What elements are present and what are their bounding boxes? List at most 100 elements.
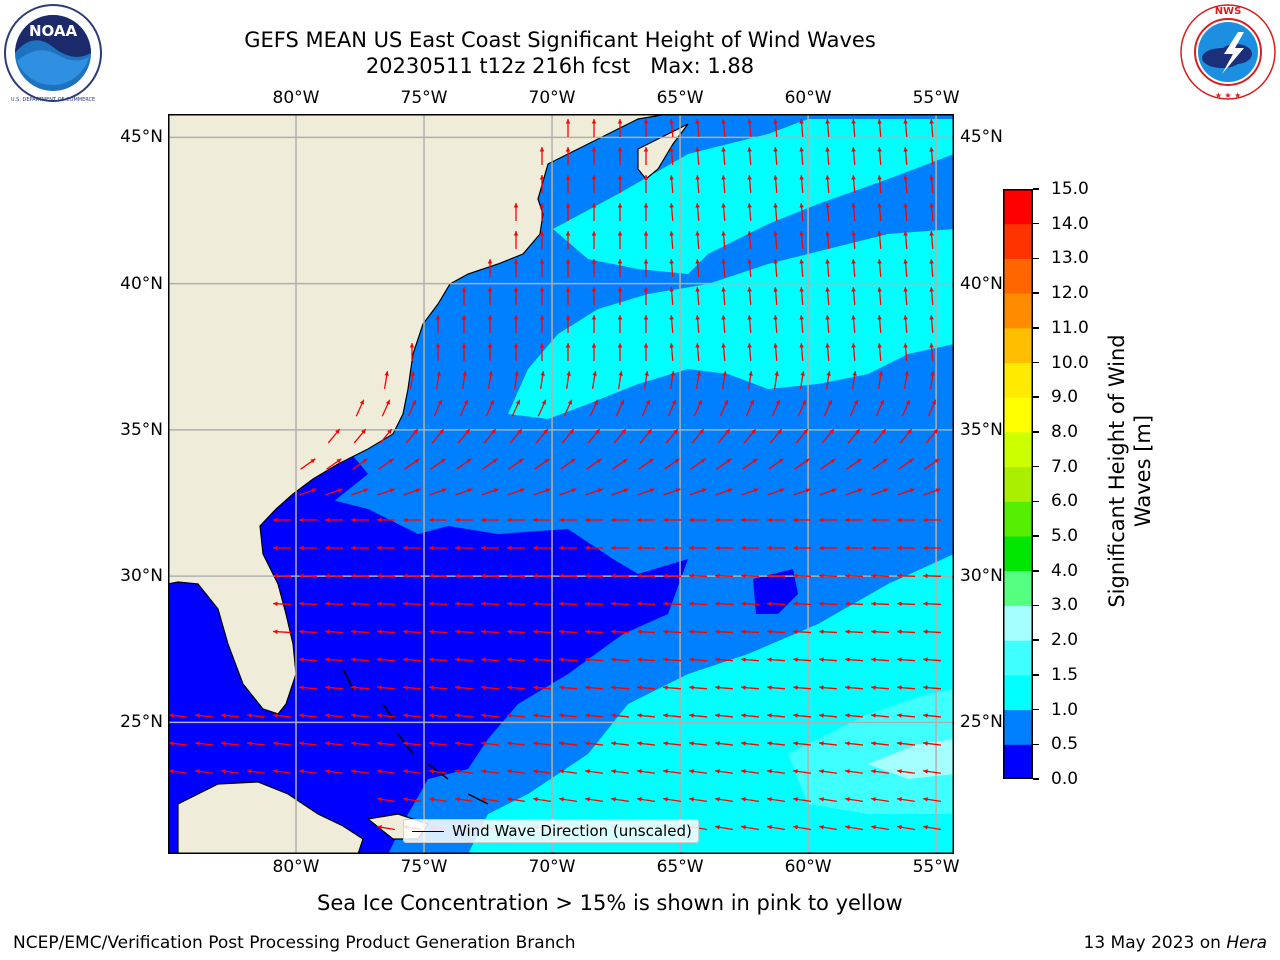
wave-direction-arrow [565, 203, 571, 221]
wave-direction-arrow [533, 797, 551, 802]
wave-direction-arrow [740, 573, 760, 579]
wave-direction-arrow [612, 458, 628, 470]
wave-direction-arrow [409, 343, 415, 361]
wave-direction-arrow [870, 769, 890, 774]
wave-direction-arrow [480, 769, 500, 774]
wave-direction-arrow [643, 147, 649, 165]
wave-zone-2-3m [868, 739, 954, 779]
wave-direction-arrow [851, 286, 856, 306]
colorbar-tick [1033, 292, 1039, 294]
wave-direction-arrow [534, 458, 550, 470]
wave-height-map[interactable] [168, 114, 954, 854]
wave-direction-arrow [298, 573, 318, 579]
wave-direction-arrow [851, 202, 856, 222]
wave-direction-arrow [896, 601, 916, 607]
wave-direction-arrow [558, 769, 578, 774]
colorbar-tick [1033, 674, 1039, 676]
colorbar-tick [1033, 465, 1039, 468]
wave-direction-arrow [428, 769, 448, 774]
wave-direction-arrow [740, 517, 760, 523]
wave-direction-arrow [563, 399, 573, 417]
latitude-label-right: 25°N [960, 712, 1003, 733]
wave-direction-arrow [508, 458, 524, 470]
wave-direction-arrow [669, 371, 675, 389]
map-panel[interactable] [168, 114, 954, 854]
title-line-1: GEFS MEAN US East Coast Significant Heig… [244, 28, 876, 52]
wave-direction-arrow [688, 741, 708, 746]
wave-direction-arrow [610, 741, 630, 746]
wave-direction-arrow [636, 601, 656, 607]
colorbar-tick [1033, 396, 1039, 398]
wave-direction-arrow [532, 713, 552, 718]
colorbar-tick [1033, 743, 1039, 746]
wave-direction-arrow [844, 685, 864, 690]
colorbar-swatch [1003, 536, 1033, 572]
wave-direction-arrow [714, 545, 734, 551]
cuba-land [177, 781, 364, 854]
longitude-label-top: 60°W [784, 88, 832, 108]
colorbar-swatch [1003, 189, 1033, 225]
wave-direction-arrow [454, 629, 474, 634]
wave-direction-arrow [482, 458, 498, 470]
wave-direction-arrow [821, 428, 835, 444]
colorbar-tick-label: 11.0 [1051, 317, 1089, 338]
wave-direction-arrow [617, 147, 623, 165]
colorbar-tick [1033, 222, 1039, 225]
wave-direction-arrow [740, 769, 760, 774]
wave-direction-arrow [272, 517, 292, 523]
wave-direction-arrow [584, 657, 604, 662]
wave-direction-arrow [792, 741, 812, 746]
wave-direction-arrow [428, 741, 448, 746]
wave-direction-arrow [903, 118, 908, 138]
wave-direction-arrow [454, 741, 474, 746]
wave-direction-arrow [591, 147, 597, 165]
wave-direction-arrow [667, 399, 677, 417]
lat-lon-grid [168, 114, 954, 854]
wave-direction-arrow [376, 629, 396, 634]
wave-direction-arrow [741, 488, 759, 496]
wave-direction-arrow [350, 545, 370, 551]
wave-direction-arrow [539, 259, 545, 277]
wave-direction-arrow [610, 629, 630, 634]
wave-direction-arrow [773, 258, 778, 278]
wave-direction-arrow [851, 118, 856, 138]
wave-direction-arrow [513, 231, 519, 249]
wave-direction-arrow [747, 174, 752, 194]
wave-direction-arrow [766, 741, 786, 746]
wave-direction-arrow [532, 657, 552, 662]
colorbar-tick-label: 1.5 [1051, 664, 1079, 685]
wave-direction-arrow [402, 741, 422, 746]
wave-direction-arrow [792, 685, 812, 690]
wave-direction-arrow [929, 258, 934, 278]
wave-direction-arrow [560, 458, 576, 470]
wave-direction-arrow [487, 259, 493, 277]
wave-direction-arrow [688, 657, 708, 662]
wave-direction-arrow [799, 258, 804, 278]
wave-direction-arrow [922, 685, 942, 690]
wave-direction-arrow [613, 428, 627, 444]
wave-direction-arrow [611, 488, 629, 496]
latitude-label-right: 30°N [960, 566, 1003, 587]
wave-direction-arrow [922, 601, 942, 607]
wave-direction-arrow [897, 797, 915, 802]
wave-direction-arrow [714, 657, 734, 662]
wave-direction-arrow [896, 769, 916, 774]
wave-direction-arrow [818, 517, 838, 523]
wave-direction-arrow [695, 174, 700, 194]
wave-direction-arrow [922, 741, 942, 746]
wave-direction-arrow [324, 601, 344, 607]
wave-direction-arrow [851, 314, 856, 334]
latitude-label-right: 45°N [960, 127, 1003, 148]
wave-direction-arrow [818, 629, 838, 634]
wave-direction-arrow [428, 657, 448, 662]
colorbar-swatch [1003, 501, 1033, 537]
wave-direction-arrow [695, 146, 700, 166]
wave-direction-arrow [825, 371, 831, 389]
wave-direction-arrow [272, 769, 292, 774]
colorbar-tick-label: 1.0 [1051, 699, 1079, 720]
wave-direction-arrow [896, 545, 916, 551]
wave-direction-arrow [487, 315, 493, 333]
wave-direction-arrow [617, 231, 623, 249]
wave-direction-arrow [825, 342, 830, 362]
wave-direction-arrow [929, 146, 934, 166]
